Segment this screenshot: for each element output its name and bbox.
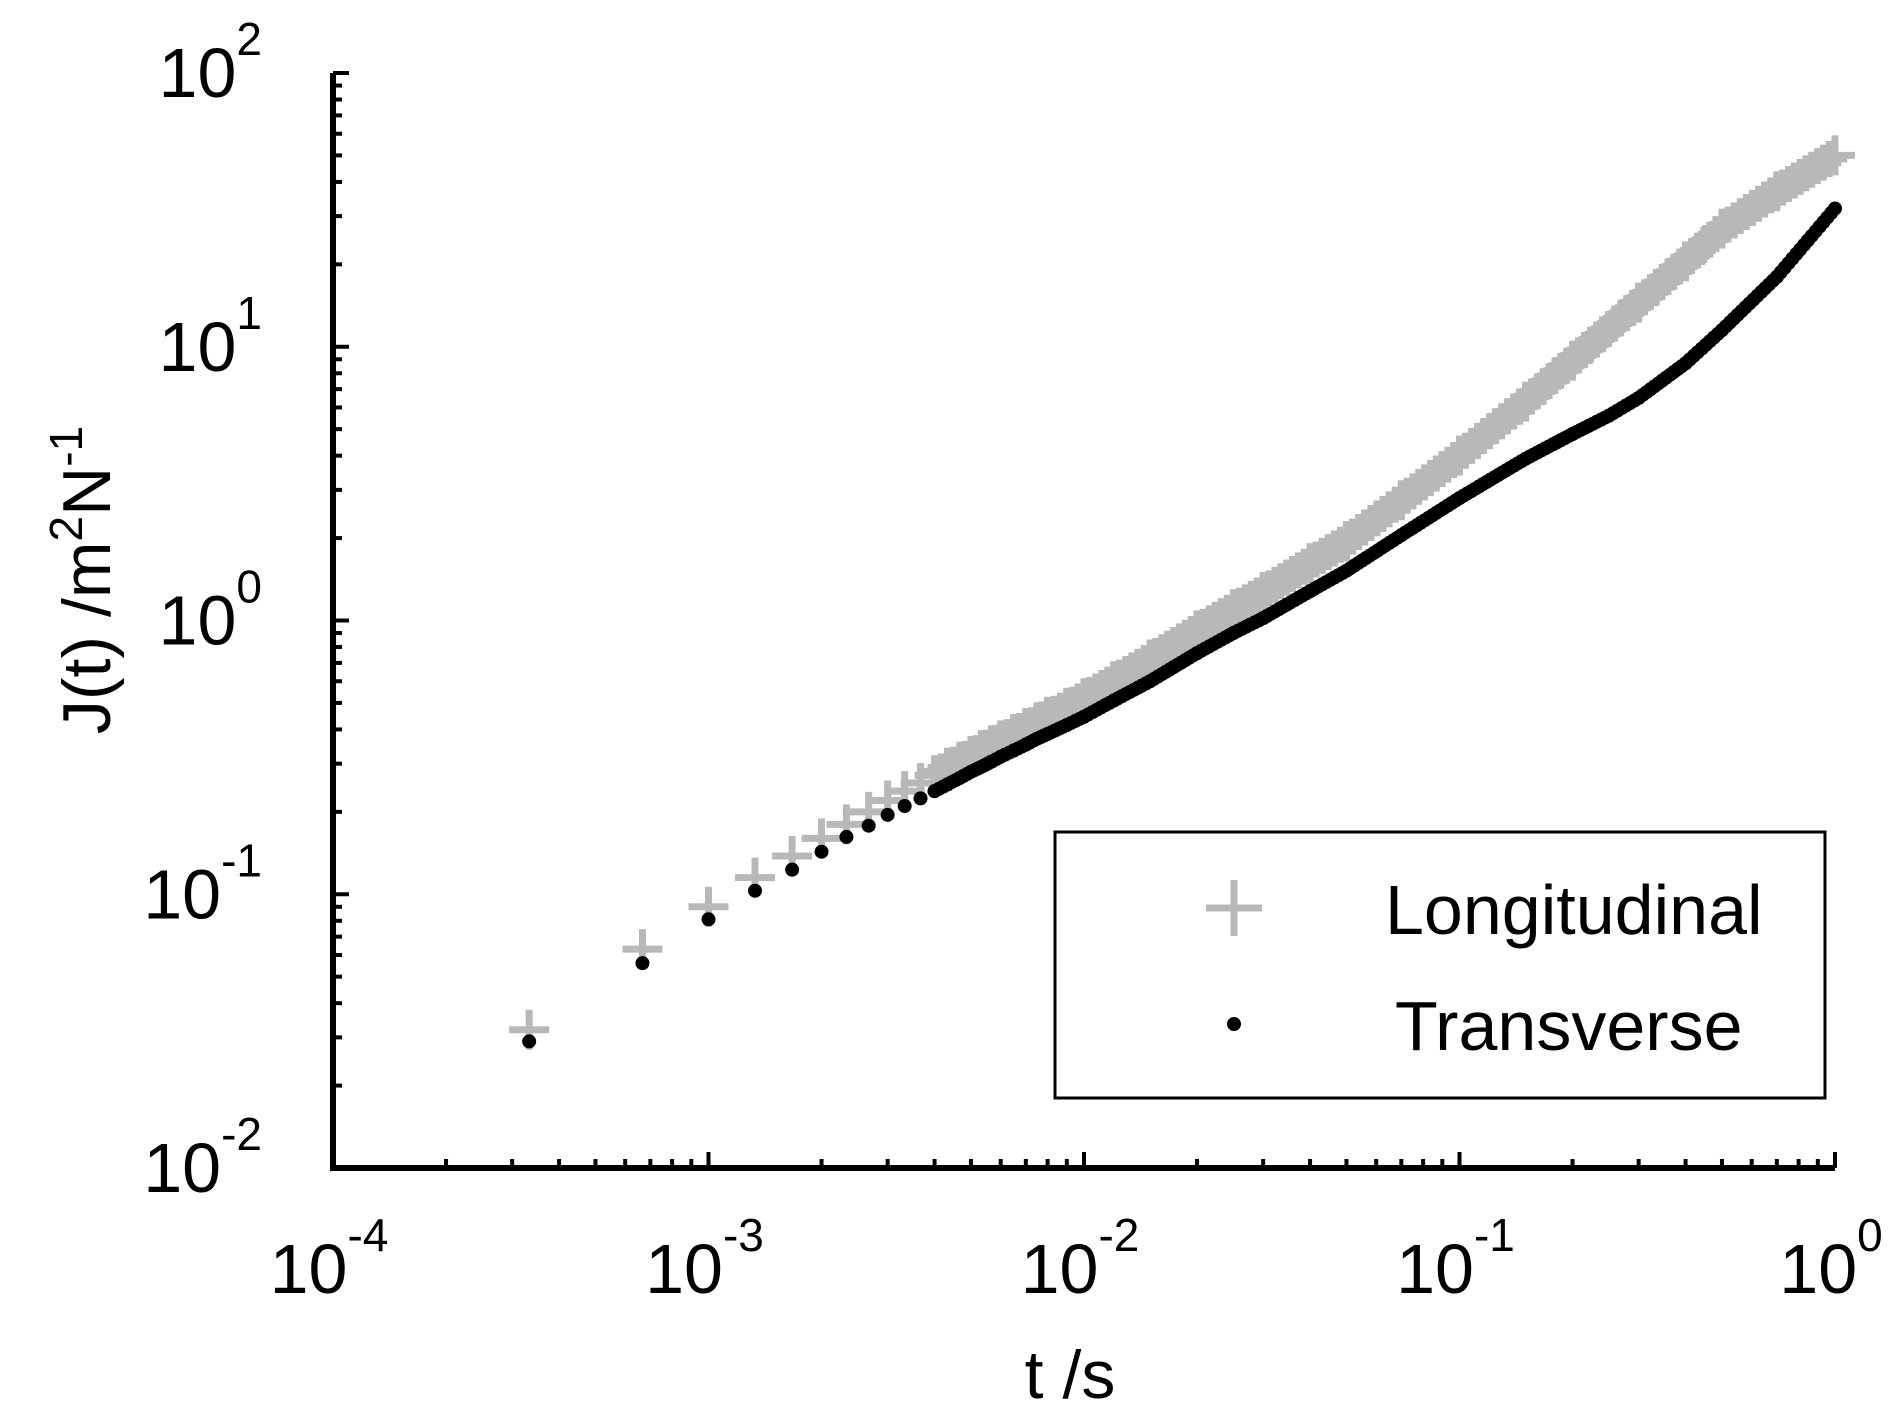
legend-label-longitudinal: Longitudinal — [1385, 871, 1763, 949]
y-tick-label: 101 — [159, 287, 262, 386]
x-tick-label: 100 — [1779, 1209, 1882, 1308]
longitudinal-band-mark — [1811, 140, 1848, 177]
legend-box — [1053, 830, 1827, 1100]
x-tick-label: 10-4 — [270, 1209, 389, 1308]
transverse-point — [635, 956, 650, 971]
x-axis-title: t /s — [1025, 1337, 1116, 1413]
y-axis-title-sup1: 2 — [40, 516, 92, 542]
y-tick-label: 100 — [159, 561, 262, 660]
axes — [330, 73, 1835, 1171]
x-tick-label: 10-2 — [1021, 1209, 1140, 1308]
x-tick-label: 10-3 — [645, 1209, 764, 1308]
transverse-point — [913, 791, 928, 806]
transverse-point — [701, 912, 716, 927]
x-tick-label: 10-1 — [1396, 1209, 1515, 1308]
y-axis-title-base: J(t) /m — [49, 541, 125, 734]
transverse-point — [880, 807, 895, 822]
legend-label-transverse: Transverse — [1395, 987, 1743, 1065]
y-tick-label: 10-2 — [143, 1108, 262, 1207]
y-axis-title-sup2: -1 — [40, 426, 92, 467]
y-axis-title: J(t) /m2N-1 — [40, 426, 125, 734]
transverse-point — [522, 1034, 537, 1049]
legend-marker-transverse — [1227, 1017, 1241, 1031]
transverse-point — [785, 862, 800, 877]
legend-marker-longitudinal — [1206, 880, 1262, 936]
y-tick-label: 10-1 — [143, 834, 262, 933]
transverse-point — [861, 818, 876, 833]
longitudinal-band-mark — [1805, 144, 1842, 181]
transverse-band-dot — [1824, 206, 1839, 221]
y-tick-label: 102 — [159, 13, 262, 112]
transverse-dense-band — [927, 206, 1839, 799]
y-axis-title-mid: N — [49, 467, 125, 516]
series-layer — [509, 135, 1855, 1050]
legend: Longitudinal Transverse — [1053, 830, 1827, 1100]
tick-labels: 10-4 10-3 10-2 10-1 100 10-2 10-1 100 101 102 — [143, 13, 1883, 1308]
transverse-point — [814, 844, 829, 859]
transverse-point — [897, 799, 912, 814]
transverse-point — [839, 829, 854, 844]
transverse-point — [748, 883, 763, 898]
